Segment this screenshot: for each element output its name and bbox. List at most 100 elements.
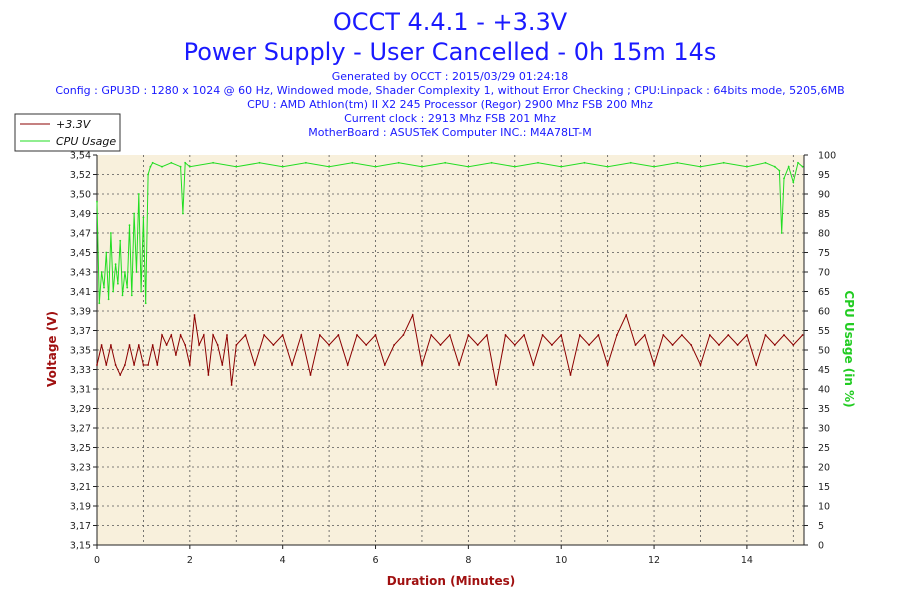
voltage-point (681, 334, 683, 336)
voltage-point (142, 364, 145, 366)
voltage-point (708, 334, 711, 336)
cpu-usage-point (537, 161, 539, 164)
y-right-tick-label: 0 (818, 541, 824, 552)
voltage-point (746, 334, 748, 336)
voltage-point (272, 344, 275, 346)
cpu-usage-point (212, 161, 215, 164)
cpu-usage-point (144, 302, 147, 305)
info-line: Current clock : 2913 Mhz FSB 201 Mhz (344, 112, 556, 125)
y-right-tick-label: 60 (818, 307, 830, 318)
voltage-point (467, 334, 470, 336)
y-left-tick-labels: 3,15 3,17 3,19 3,21 3,23 3,25 3,27 3,29 3,31 3,33… (70, 151, 97, 552)
voltage-point (337, 334, 340, 336)
voltage-point (513, 344, 516, 346)
voltage-point (383, 364, 386, 366)
voltage-point (291, 364, 293, 366)
voltage-point (100, 344, 103, 346)
info-line: MotherBoard : ASUSTeK Computer INC.: M4A… (308, 126, 592, 139)
voltage-point (448, 334, 451, 336)
y-right-tick-label: 40 (818, 385, 830, 396)
voltage-point (346, 364, 349, 366)
cpu-usage-point (100, 271, 103, 273)
voltage-point (105, 364, 108, 366)
voltage-point (244, 334, 247, 336)
voltage-point (504, 334, 507, 336)
y-left-tick-label: 3,33 (70, 365, 91, 376)
cpu-usage-point (124, 271, 126, 273)
cpu-usage-point (746, 165, 748, 168)
cpu-usage-point (126, 286, 129, 289)
voltage-point (532, 364, 535, 366)
voltage-point (165, 344, 168, 346)
voltage-point (606, 364, 609, 366)
info-line: CPU : AMD Athlon(tm) II X2 245 Processor… (247, 98, 653, 111)
voltage-point (96, 364, 98, 366)
cpu-usage-point (128, 224, 131, 227)
y-left-tick-label: 3,54 (70, 151, 91, 162)
y-left-tick-label: 3,23 (70, 463, 91, 474)
voltage-point (133, 364, 136, 366)
x-axis-label: Duration (Minutes) (387, 574, 515, 588)
cpu-usage-point (121, 294, 124, 297)
voltage-point (671, 344, 674, 346)
cpu-usage-point (778, 169, 781, 172)
y-left-tick-label: 3,31 (70, 385, 91, 396)
plot-area (97, 155, 804, 545)
cpu-usage-point (110, 232, 112, 234)
chart-title: OCCT 4.4.1 - +3.3V (333, 8, 568, 36)
cpu-usage-point (699, 165, 702, 168)
y-left-tick-label: 3,19 (70, 502, 91, 513)
voltage-point (230, 384, 233, 386)
y-right-tick-label: 70 (818, 268, 830, 279)
voltage-point (792, 344, 795, 346)
voltage-point (736, 344, 739, 346)
voltage-point (147, 364, 150, 366)
cpu-usage-point (397, 161, 400, 164)
cpu-usage-point (137, 193, 140, 195)
cpu-usage-point (96, 200, 98, 203)
cpu-usage-point (444, 161, 447, 164)
cpu-usage-point (258, 161, 261, 164)
cpu-usage-point (235, 165, 238, 168)
y-right-tick-label: 20 (818, 463, 830, 474)
legend-label-voltage: +3.3V (56, 118, 92, 131)
cpu-usage-point (281, 165, 284, 168)
info-block: Generated by OCCT : 2015/03/29 01:24:18C… (55, 70, 844, 139)
y-left-tick-label: 3,17 (70, 521, 91, 532)
y-right-tick-label: 10 (818, 502, 830, 513)
x-tick-label: 8 (465, 555, 471, 566)
voltage-point (718, 344, 720, 346)
voltage-point (328, 344, 330, 346)
y-right-tick-label: 85 (818, 209, 830, 220)
y-right-tick-label: 55 (818, 326, 830, 337)
voltage-point (495, 384, 498, 386)
voltage-point (114, 364, 117, 366)
y-left-tick-label: 3,52 (70, 170, 91, 181)
cpu-usage-point (792, 181, 795, 184)
voltage-point (634, 344, 637, 346)
cpu-usage-point (103, 286, 105, 289)
voltage-point (193, 314, 196, 316)
series-cpu-usage (96, 161, 804, 305)
y-left-tick-label: 3,35 (70, 346, 91, 357)
cpu-usage-point (140, 290, 143, 293)
voltage-point (439, 344, 442, 346)
voltage-point (393, 344, 395, 346)
voltage-point (161, 334, 163, 336)
voltage-point (207, 374, 210, 376)
cpu-usage-point (780, 232, 783, 234)
voltage-point (151, 344, 154, 346)
voltage-point (137, 344, 140, 346)
cpu-usage-point (98, 302, 101, 305)
voltage-point (755, 364, 758, 366)
y-left-tick-label: 3,47 (70, 229, 91, 240)
voltage-point (560, 334, 563, 336)
y-left-tick-label: 3,29 (70, 404, 91, 415)
y-right-tick-labels: 0 5 10 15 20 25 30 35 40 45 50 55 60 65 70 75 80 85 90 95 10… (804, 151, 836, 552)
cpu-usage-point (676, 161, 679, 164)
cpu-usage-point (801, 165, 804, 168)
cpu-usage-point (112, 290, 115, 293)
info-line: Config : GPU3D : 1280 x 1024 @ 60 Hz, Wi… (55, 84, 844, 97)
cpu-usage-point (182, 212, 184, 215)
voltage-point (801, 334, 804, 336)
